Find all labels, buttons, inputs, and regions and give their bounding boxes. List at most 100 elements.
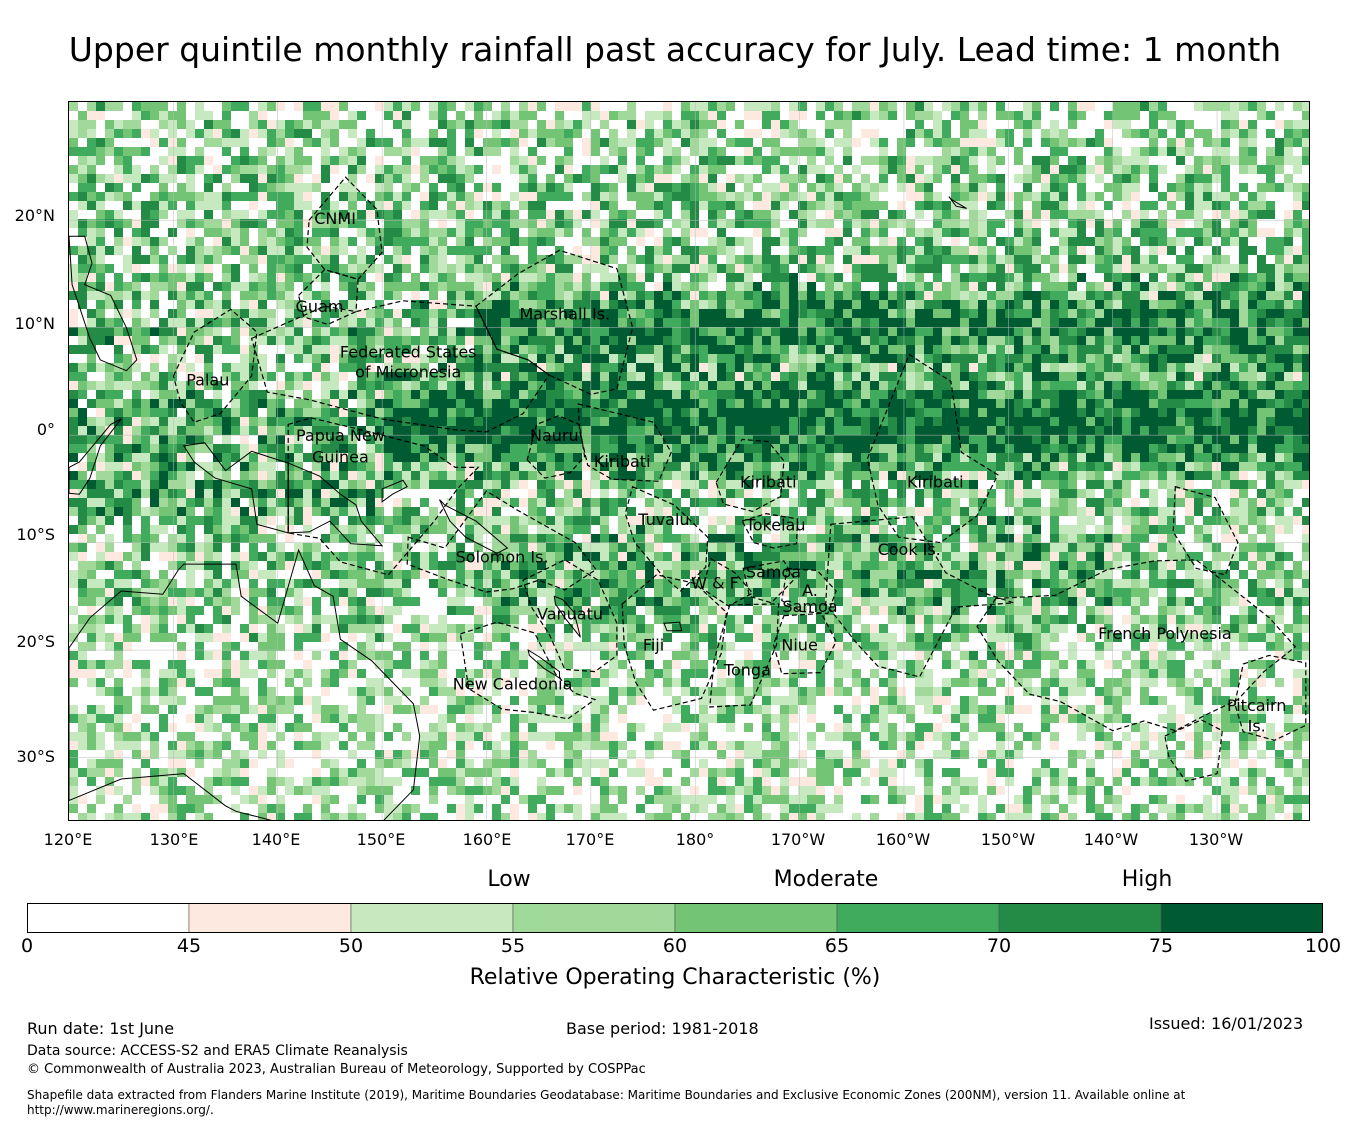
region-label: Tuvalu <box>637 510 689 529</box>
skill-field <box>69 102 1309 820</box>
philippines-coast <box>69 235 138 372</box>
colorbar-segment <box>998 903 1162 933</box>
region-label: Kiribati <box>740 472 797 491</box>
eez-marshall <box>475 249 634 395</box>
region-label: Niue <box>781 636 817 655</box>
hawaii-coast <box>948 196 967 209</box>
category-high: High <box>1121 867 1173 892</box>
region-label: Samoa <box>782 597 837 616</box>
eez-french-polynesia <box>976 559 1297 732</box>
lon-label-160e: 160°E <box>462 830 512 849</box>
eez-tokelau <box>741 512 799 549</box>
eez-american-samoa <box>781 567 837 615</box>
fiji-coast <box>663 621 683 632</box>
region-label: Samoa <box>746 563 801 582</box>
lon-label-180: 180° <box>675 830 715 849</box>
lat-label-0: 0° <box>36 420 55 439</box>
region-label: Fiji <box>643 636 664 655</box>
eez-palau <box>172 308 258 423</box>
colorbar-segment <box>27 903 190 933</box>
region-label: Vanuatu <box>537 605 603 624</box>
new-britain-coast <box>381 479 408 503</box>
region-label: A. <box>802 581 818 600</box>
region-label: Nauru <box>530 426 579 445</box>
colorbar-segment <box>512 903 676 933</box>
region-label: Guam <box>296 297 344 316</box>
region-labels: CNMI Guam Marshall Is. Federated States of M… <box>186 209 1286 735</box>
eez-kiribati-gilbert <box>577 403 672 482</box>
eez-solomon <box>406 490 597 593</box>
lat-label-20s: 20°S <box>16 632 55 651</box>
category-low: Low <box>487 867 531 892</box>
lon-label-170e: 170°E <box>565 830 615 849</box>
region-label: CNMI <box>314 209 356 228</box>
colorbar-label: Relative Operating Characteristic (%) <box>469 965 881 990</box>
map-gridlines <box>69 102 1309 820</box>
region-label: Kiribati <box>907 472 964 491</box>
lat-label-20n: 20°N <box>14 206 55 225</box>
rainfall-accuracy-map: CNMI Guam Marshall Is. Federated States of M… <box>68 101 1310 821</box>
lon-label-140e: 140°E <box>251 830 301 849</box>
eez-png <box>287 417 480 576</box>
region-label: Kiribati <box>594 452 651 471</box>
region-label: Pitcairn <box>1227 696 1287 715</box>
papua-coast <box>182 442 289 534</box>
eez-fsm <box>250 300 550 433</box>
eez-fiji <box>621 574 728 711</box>
region-label: Tokelau <box>745 515 806 534</box>
region-label: Papua New <box>296 426 385 445</box>
copyright-notice: © Commonwealth of Australia 2023, Austra… <box>27 1062 646 1077</box>
region-label: Marshall Is. <box>520 305 611 324</box>
region-label: Palau <box>186 370 229 389</box>
lon-label-170w: 170°W <box>770 830 826 849</box>
lon-label-150w: 150°W <box>980 830 1036 849</box>
lon-label-120e: 120°E <box>43 830 93 849</box>
colorbar-tick-50: 50 <box>338 935 364 957</box>
eez-samoa <box>742 560 796 604</box>
lat-label-10n: 10°N <box>14 314 55 333</box>
region-label: Solomon Is. <box>456 548 549 567</box>
region-label: Federated States <box>340 342 477 361</box>
lon-label-140w: 140°W <box>1083 830 1139 849</box>
sulawesi-coast <box>69 418 122 495</box>
vanuatu-coast <box>553 595 581 638</box>
eez-guam <box>297 268 359 326</box>
colorbar-tick-45: 45 <box>176 935 202 957</box>
colorbar-segment <box>1160 903 1323 933</box>
region-label: French Polynesia <box>1098 624 1232 643</box>
lon-label-160w: 160°W <box>875 830 931 849</box>
colorbar-tick-55: 55 <box>500 935 526 957</box>
issued-date: Issued: 16/01/2023 <box>1149 1014 1304 1033</box>
shapefile-credit: Shapefile data extracted from Flanders M… <box>27 1088 1186 1102</box>
eez-vanuatu <box>522 559 618 673</box>
australia-coast <box>69 548 421 820</box>
eez-marquesas <box>1172 485 1239 576</box>
run-date: Run date: 1st June <box>27 1019 175 1038</box>
eez-new-caledonia <box>459 621 597 720</box>
eez-tuvalu <box>624 485 709 592</box>
lon-label-130w: 130°W <box>1188 830 1244 849</box>
region-label: Guinea <box>312 448 369 467</box>
lon-label-150e: 150°E <box>356 830 406 849</box>
colorbar-tick-60: 60 <box>662 935 688 957</box>
colorbar-segment <box>836 903 1000 933</box>
eez-austral <box>1164 719 1223 782</box>
colorbar <box>27 903 1323 933</box>
region-label: Is. <box>1248 716 1266 735</box>
eez-kiribati-phoenix <box>715 438 785 513</box>
eez-pitcairn <box>1234 654 1307 741</box>
map-canvas: CNMI Guam Marshall Is. Federated States of M… <box>69 102 1309 820</box>
eez-kiribati-line <box>866 353 999 544</box>
colorbar-outline <box>27 903 1323 933</box>
chart-title: Upper quintile monthly rainfall past acc… <box>68 30 1282 69</box>
colorbar-tick-75: 75 <box>1148 935 1174 957</box>
eez-wallis-futuna <box>701 557 754 607</box>
lat-label-30s: 30°S <box>16 747 55 766</box>
region-label: Cook Is. <box>878 540 941 559</box>
lat-label-10s: 10°S <box>16 525 55 544</box>
colorbar-tick-0: 0 <box>20 935 34 957</box>
category-moderate: Moderate <box>773 867 879 892</box>
region-label: of Micronesia <box>355 363 461 382</box>
colorbar-tick-100: 100 <box>1304 935 1342 957</box>
region-label: W & F <box>691 573 739 592</box>
